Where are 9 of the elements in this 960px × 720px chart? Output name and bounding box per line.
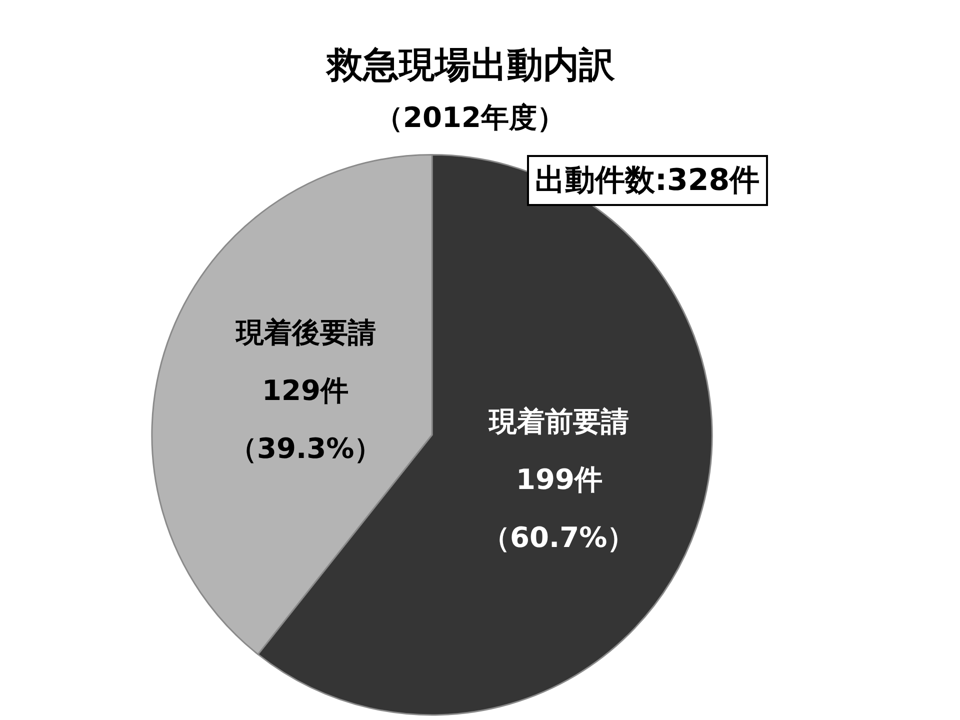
text: （60.7%） <box>482 521 636 554</box>
chart-subtitle: （2012年度） <box>375 101 565 134</box>
text: （39.3%） <box>229 432 382 465</box>
text: 出動件数:328件 <box>535 163 760 198</box>
slice-label: 現着後要請 <box>235 316 376 349</box>
slice-label: 現着前要請 <box>488 405 629 438</box>
chart-title: 救急現場出動内訳 <box>325 45 616 86</box>
data-label: 199件 <box>516 463 602 496</box>
data-label: 129件 <box>262 374 348 407</box>
